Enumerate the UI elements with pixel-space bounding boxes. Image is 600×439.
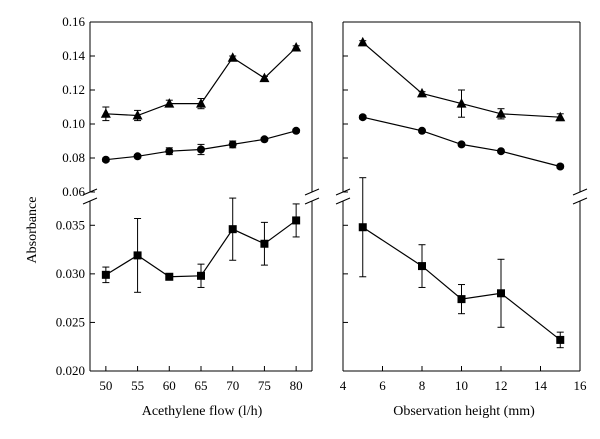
data-point-square: [260, 239, 269, 248]
data-point-triangle: [291, 42, 302, 52]
x-tick-label: 8: [419, 378, 426, 393]
data-point-circle: [165, 147, 174, 156]
axis-break-mark: [572, 197, 588, 205]
series-line-square: [362, 226, 561, 341]
data-point-circle: [457, 140, 466, 149]
data-point-square: [133, 251, 142, 260]
x-tick-label: 10: [455, 378, 468, 393]
data-point-triangle: [259, 72, 270, 83]
x-tick-label: 50: [99, 378, 112, 393]
axis-break-mark: [572, 188, 588, 196]
data-point-circle: [497, 147, 505, 156]
y-tick-label: 0.16: [62, 14, 85, 29]
data-point-triangle: [417, 87, 427, 98]
x-axis-label-right: Observation height (mm): [393, 404, 535, 419]
data-point-triangle: [357, 36, 368, 47]
data-point-square: [497, 289, 505, 298]
data-point-square: [418, 262, 426, 271]
axis-break-mark: [304, 188, 320, 196]
axis-break-mark: [82, 197, 98, 205]
data-point-circle: [260, 135, 269, 144]
data-point-triangle: [456, 98, 467, 108]
data-point-square: [228, 225, 237, 234]
data-point-circle: [228, 140, 237, 149]
data-point-circle: [101, 155, 110, 164]
data-point-triangle: [227, 52, 238, 62]
y-tick-label: 0.025: [56, 314, 85, 329]
data-point-triangle: [132, 110, 143, 120]
y-tick-label: 0.06: [62, 184, 85, 199]
x-tick-label: 75: [258, 378, 271, 393]
y-tick-label: 0.14: [62, 48, 85, 63]
x-tick-label: 6: [379, 378, 386, 393]
x-tick-label: 80: [290, 378, 303, 393]
data-point-triangle: [100, 108, 111, 118]
data-point-square: [292, 216, 301, 225]
right-panel: 4 6 8 10 12 14 16: [335, 21, 588, 393]
data-point-triangle: [496, 108, 506, 118]
x-axis-label-left: Acethylene flow (l/h): [142, 404, 263, 419]
y-axis-label: Absorbance: [25, 197, 40, 264]
y-tick-label: 0.035: [56, 217, 85, 232]
data-point-square: [358, 223, 367, 232]
data-point-square: [556, 335, 565, 344]
data-point-triangle: [555, 111, 566, 122]
y-tick-label: 0.020: [56, 363, 85, 378]
x-tick-label: 4: [340, 378, 347, 393]
x-tick-label: 14: [534, 378, 548, 393]
y-tick-label: 0.030: [56, 266, 85, 281]
x-tick-label: 12: [495, 378, 508, 393]
data-point-circle: [197, 145, 205, 154]
data-point-triangle: [196, 98, 206, 108]
x-tick-label: 65: [195, 378, 208, 393]
data-point-circle: [556, 162, 565, 171]
y-tick-label: 0.12: [62, 82, 85, 97]
y-tick-label: 0.08: [62, 150, 85, 165]
data-point-square: [197, 271, 205, 280]
data-point-square: [165, 272, 174, 281]
x-tick-label: 60: [163, 378, 176, 393]
x-tick-label: 16: [574, 378, 588, 393]
data-point-circle: [292, 126, 301, 135]
axis-break-mark: [304, 197, 320, 205]
data-point-circle: [418, 126, 426, 135]
data-point-triangle: [164, 98, 175, 108]
left-panel: 50 55 60 65 70 75 80 0.06 0.08 0.10 0.12 0.14 0.16 0.…: [56, 14, 320, 393]
data-point-square: [457, 295, 466, 304]
data-point-circle: [133, 152, 142, 161]
x-tick-label: 70: [226, 378, 239, 393]
x-tick-label: 55: [131, 378, 144, 393]
axis-break-mark: [335, 197, 351, 205]
data-point-square: [101, 270, 110, 279]
data-point-circle: [358, 113, 367, 122]
y-tick-label: 0.10: [62, 116, 85, 131]
